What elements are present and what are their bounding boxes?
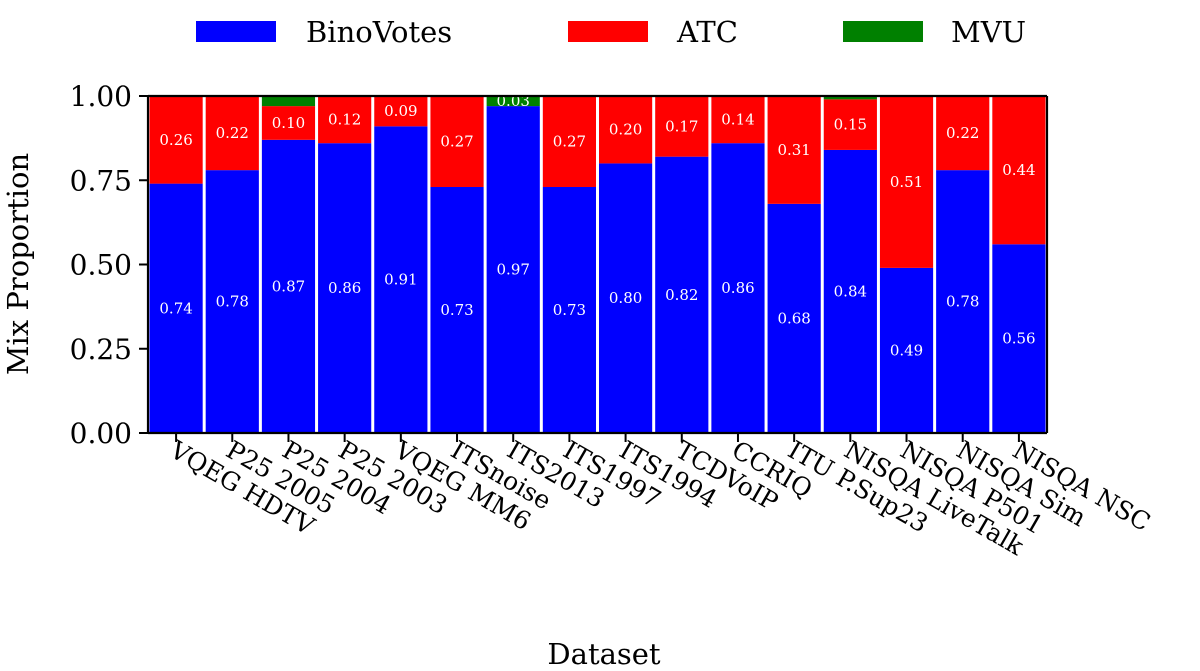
bar-atc-4 (374, 96, 428, 127)
y-tick-label: 0.25 (70, 333, 132, 366)
bar-mvu-12 (823, 96, 877, 100)
bar-binovotes-10 (711, 143, 765, 433)
data-label: 0.86 (721, 279, 754, 297)
bar-atc-2 (261, 106, 316, 140)
bar-atc-9 (655, 96, 709, 157)
legend-label-binovotes: BinoVotes (306, 15, 452, 49)
bar-binovotes-3 (318, 143, 372, 433)
legend-swatch-mvu (843, 21, 923, 42)
data-label: 0.91 (384, 271, 417, 289)
bar-atc-11 (767, 96, 821, 204)
bar-atc-15 (992, 96, 1046, 245)
bar-atc-0 (149, 96, 203, 184)
data-label: 0.44 (1002, 161, 1035, 179)
data-label: 0.73 (553, 301, 586, 319)
data-label: 0.09 (384, 102, 417, 120)
y-axis-label: Mix Proportion (1, 153, 35, 375)
bar-binovotes-7 (542, 186, 596, 433)
bar-atc-5 (430, 96, 484, 187)
data-label: 0.78 (946, 293, 979, 311)
data-label: 0.74 (159, 299, 192, 317)
data-label: 0.27 (440, 132, 473, 150)
data-label: 0.56 (1002, 330, 1035, 348)
data-label: 0.49 (890, 341, 923, 359)
data-label: 0.68 (777, 309, 810, 327)
data-label: 0.27 (553, 132, 586, 150)
data-label: 0.17 (665, 117, 698, 135)
data-label: 0.26 (159, 131, 192, 149)
data-label: 0.22 (216, 124, 249, 142)
y-tick-label: 0.75 (70, 164, 132, 197)
bar-atc-7 (542, 96, 596, 187)
data-label: 0.82 (665, 286, 698, 304)
bar-binovotes-4 (374, 126, 428, 433)
bar-atc-8 (599, 96, 653, 164)
y-tick-label: 0.50 (70, 249, 132, 282)
bar-atc-3 (318, 96, 372, 144)
data-label: 0.51 (890, 173, 923, 191)
bar-binovotes-8 (599, 163, 653, 433)
data-label: 0.22 (946, 124, 979, 142)
bar-binovotes-11 (767, 203, 821, 433)
bar-atc-14 (936, 96, 990, 171)
legend-swatch-atc (568, 21, 648, 42)
data-label: 0.20 (609, 121, 642, 139)
bar-binovotes-2 (261, 139, 316, 433)
plot-area: 0.74 0.26 0.78 0.22 0.87 0.10 0.86 0.12 0.91 0.09… (146, 92, 1049, 435)
bar-atc-12 (823, 99, 877, 150)
y-tick-label: 0.00 (70, 417, 132, 450)
data-label: 0.14 (721, 111, 754, 129)
legend-swatch-binovotes (196, 21, 276, 42)
data-label: 0.86 (328, 279, 361, 297)
legend-label-mvu: MVU (951, 15, 1026, 49)
bar-binovotes-6 (486, 106, 540, 434)
data-label: 0.78 (216, 293, 249, 311)
data-label: 0.84 (834, 282, 867, 300)
bar-atc-13 (879, 96, 934, 268)
data-label: 0.10 (272, 114, 305, 132)
y-tick-label: 1.00 (70, 80, 132, 113)
legend-label-atc: ATC (676, 15, 738, 49)
data-label: 0.73 (440, 301, 473, 319)
bar-binovotes-9 (655, 156, 709, 433)
bar-binovotes-12 (823, 149, 877, 434)
data-label: 0.80 (609, 289, 642, 307)
y-axis: 0.00 0.25 0.50 0.75 1.00 (70, 80, 148, 450)
bar-binovotes-14 (936, 170, 990, 433)
bar-atc-10 (711, 96, 765, 144)
bar-binovotes-5 (430, 186, 484, 433)
bar-binovotes-1 (205, 170, 259, 433)
legend: BinoVotes ATC MVU (196, 15, 1026, 49)
x-axis-label: Dataset (547, 637, 661, 671)
data-label: 0.87 (272, 277, 305, 295)
data-label: 0.31 (777, 141, 810, 159)
bar-binovotes-13 (879, 267, 934, 433)
data-label: 0.97 (497, 261, 530, 279)
data-label: 0.15 (834, 116, 867, 134)
data-label: 0.03 (497, 92, 530, 110)
bar-mvu-6 (486, 96, 540, 107)
bar-mvu-2 (261, 96, 316, 107)
bar-binovotes-15 (992, 244, 1046, 433)
bar-atc-1 (205, 96, 259, 171)
data-label: 0.12 (328, 111, 361, 129)
bar-binovotes-0 (149, 183, 203, 433)
